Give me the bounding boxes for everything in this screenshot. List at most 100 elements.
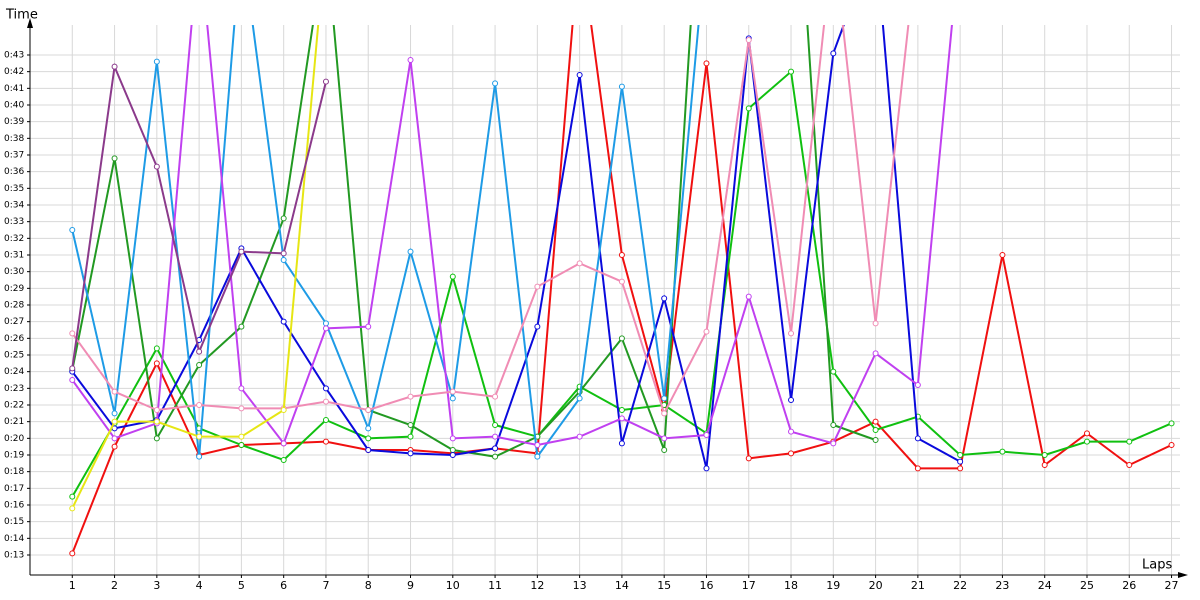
- y-tick-label: 0:42: [4, 67, 24, 77]
- point: [111, 63, 118, 70]
- point: [999, 252, 1006, 258]
- x-tick-label: 21: [911, 579, 925, 592]
- point: [618, 440, 625, 447]
- x-tick-label: 1: [69, 579, 76, 592]
- point: [280, 457, 287, 463]
- x-tick-label: 19: [826, 579, 840, 592]
- point: [788, 330, 795, 337]
- y-tick-label: 0:43: [4, 51, 24, 61]
- point: [407, 57, 414, 63]
- point: [407, 450, 414, 457]
- point: [661, 295, 668, 302]
- point: [449, 435, 456, 442]
- y-tick-label: 0:26: [4, 334, 24, 344]
- point: [196, 348, 203, 355]
- y-tick-label: 0:22: [4, 401, 24, 411]
- point: [365, 435, 372, 442]
- x-tick-label: 9: [407, 579, 414, 592]
- point: [153, 435, 160, 442]
- point: [111, 155, 118, 162]
- point: [238, 405, 245, 412]
- x-tick-label: 17: [742, 579, 756, 592]
- x-tick-label: 13: [573, 579, 587, 592]
- point: [703, 432, 710, 438]
- y-tick-label: 0:17: [4, 484, 24, 494]
- point: [576, 72, 583, 78]
- y-tick-label: 0:18: [4, 467, 24, 477]
- point: [407, 422, 414, 428]
- series-line: [71, 25, 953, 447]
- point: [788, 428, 795, 435]
- point: [830, 440, 837, 447]
- point: [196, 433, 203, 440]
- x-tick-label: 25: [1080, 579, 1094, 592]
- point: [618, 83, 625, 90]
- point: [957, 452, 964, 458]
- point: [534, 442, 541, 448]
- point: [618, 335, 625, 342]
- point: [745, 37, 752, 43]
- point: [661, 395, 668, 402]
- y-tick-label: 0:35: [4, 184, 24, 194]
- point: [69, 550, 76, 557]
- point: [153, 418, 160, 425]
- point: [872, 350, 879, 357]
- point: [153, 58, 160, 65]
- point: [322, 320, 329, 327]
- x-tick-label: 26: [1122, 579, 1136, 592]
- point: [788, 450, 795, 457]
- x-tick-label: 10: [446, 579, 460, 592]
- point: [238, 323, 245, 330]
- point: [196, 453, 203, 460]
- point: [1041, 462, 1048, 468]
- point: [196, 362, 203, 368]
- y-tick-label: 0:37: [4, 151, 24, 161]
- point: [238, 442, 245, 448]
- point: [69, 377, 76, 383]
- x-tick-label: 18: [784, 579, 798, 592]
- point: [830, 50, 837, 57]
- point: [1126, 438, 1133, 445]
- y-arrow: [27, 18, 33, 28]
- point: [661, 410, 668, 417]
- x-tick-label: 15: [657, 579, 671, 592]
- point: [449, 273, 456, 280]
- y-tick-label: 0:29: [4, 284, 24, 294]
- point: [492, 433, 499, 440]
- y-tick-label: 0:16: [4, 501, 24, 511]
- y-tick-label: 0:20: [4, 434, 24, 444]
- point: [196, 402, 203, 408]
- point: [1083, 438, 1090, 445]
- point: [322, 438, 329, 445]
- y-tick-label: 0:32: [4, 234, 24, 244]
- point: [280, 318, 287, 325]
- point: [1041, 452, 1048, 458]
- point: [534, 453, 541, 460]
- point: [492, 393, 499, 400]
- point: [407, 248, 414, 255]
- point: [69, 365, 76, 372]
- point: [999, 448, 1006, 455]
- point: [788, 68, 795, 75]
- point: [618, 278, 625, 285]
- point: [111, 388, 118, 395]
- y-tick-label: 0:38: [4, 134, 24, 144]
- point: [788, 397, 795, 403]
- y-tick-label: 0:41: [4, 84, 24, 94]
- point: [872, 427, 879, 433]
- y-tick-label: 0:31: [4, 251, 24, 261]
- y-tick-label: 0:33: [4, 217, 24, 227]
- x-tick-label: 6: [280, 579, 287, 592]
- point: [153, 163, 160, 170]
- point: [830, 422, 837, 428]
- point: [534, 323, 541, 330]
- point: [280, 407, 287, 413]
- x-arrow: [1178, 572, 1188, 578]
- point: [111, 443, 118, 450]
- point: [280, 257, 287, 263]
- point: [745, 455, 752, 462]
- point: [661, 447, 668, 453]
- point: [111, 418, 118, 425]
- y-tick-label: 0:25: [4, 351, 24, 361]
